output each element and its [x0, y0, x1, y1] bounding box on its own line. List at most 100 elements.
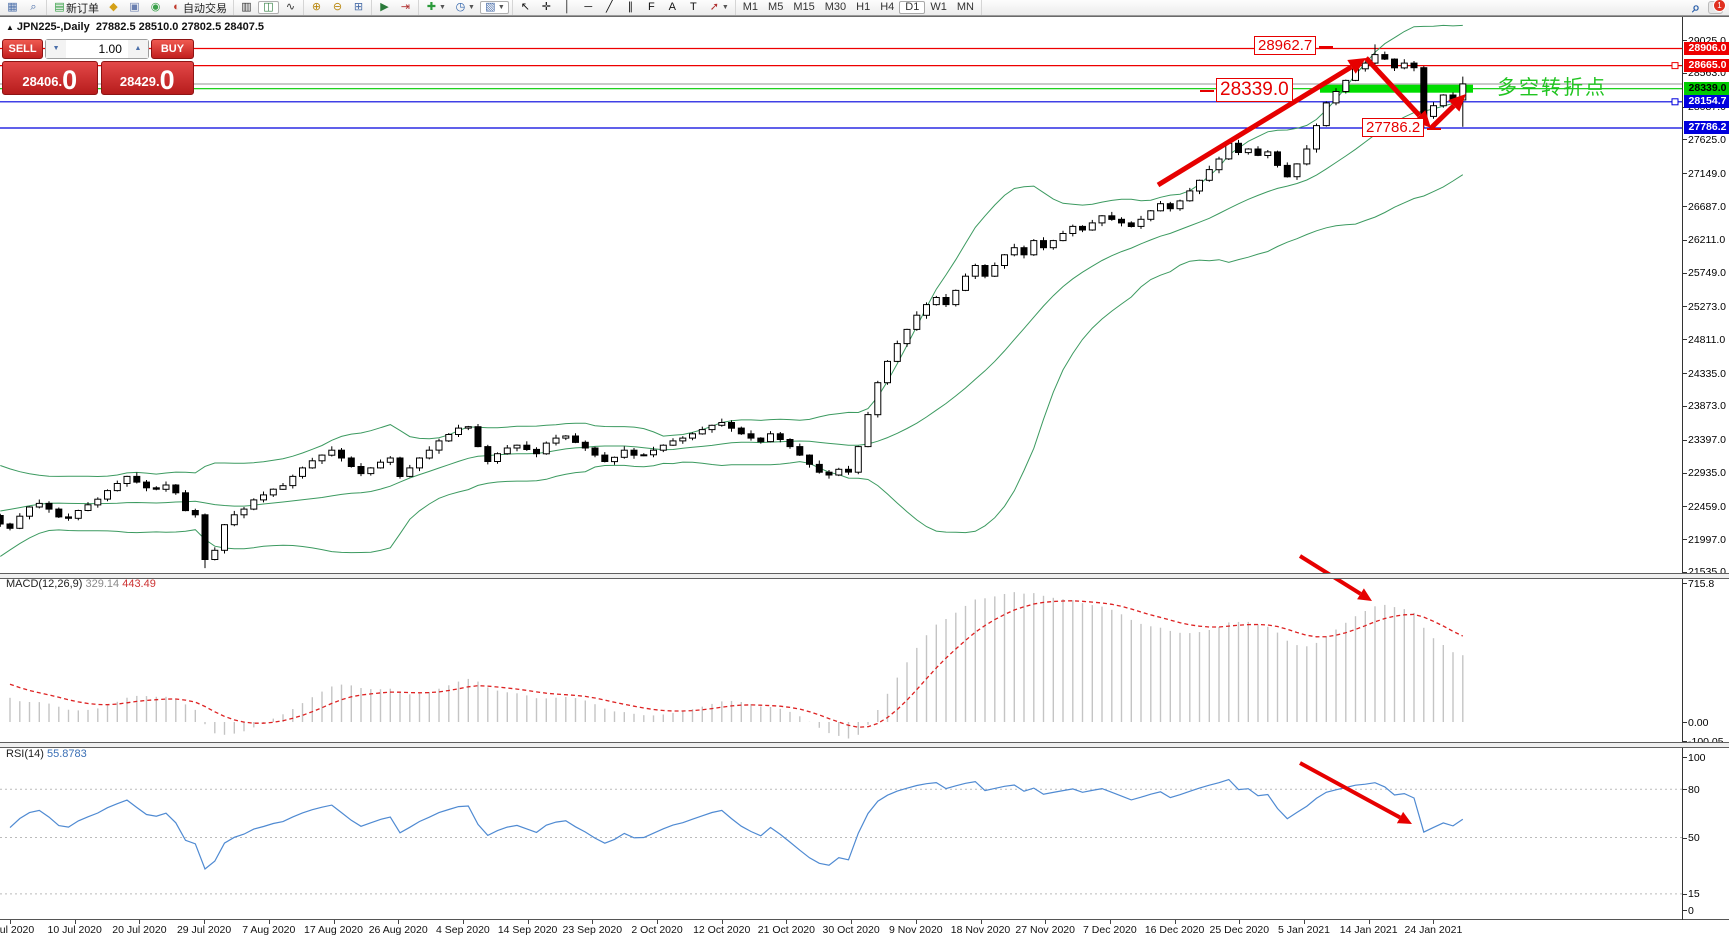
cursor-icon[interactable]: ↖	[516, 1, 535, 14]
date-tick-label: 16 Dec 2020	[1144, 924, 1205, 936]
axis-tick-mark	[1682, 405, 1687, 407]
volume-increase-button[interactable]: ▲	[127, 40, 148, 58]
signals-icon[interactable]: ◉	[146, 1, 165, 14]
candles-layer	[0, 44, 1467, 569]
crosshair-icon[interactable]: ✛	[537, 1, 556, 14]
pane-splitter-rsi[interactable]	[0, 742, 1729, 748]
timeframe-d1-button[interactable]: D1	[899, 1, 926, 14]
axis-tick-mark	[1682, 789, 1687, 791]
chart-shift-icon: ⇥	[400, 1, 411, 13]
notifications-icon[interactable]: 1	[1708, 0, 1726, 14]
timeframe-m1-button[interactable]: M1	[742, 1, 759, 13]
sell-button[interactable]: SELL	[2, 39, 44, 59]
price-annotation-label[interactable]: 27786.2	[1362, 118, 1425, 137]
autoscroll-icon[interactable]: ▶	[375, 1, 394, 14]
axis-tick-mark	[1682, 339, 1687, 341]
arrows-icon[interactable]: ➚ ▼	[705, 1, 732, 14]
timeframe-w1-button[interactable]: W1	[930, 1, 947, 13]
dropdown-caret-icon[interactable]: ▼	[721, 4, 729, 11]
timeframe-m15-button[interactable]: M15	[793, 1, 815, 13]
arrows-icon: ➚	[709, 1, 719, 13]
search-icon[interactable]: ⌕	[1692, 0, 1700, 15]
vertical-line-icon[interactable]: │	[558, 1, 577, 14]
axis-tick-mark	[1682, 239, 1687, 241]
time-axis-border	[0, 919, 1729, 920]
timeframe-mn-button[interactable]: MN	[956, 1, 974, 13]
collapse-triangle-icon[interactable]: ▲	[6, 23, 14, 32]
timeframe-h4-button[interactable]: H4	[880, 1, 895, 13]
rsi-levels	[0, 788, 1682, 895]
line-chart-icon[interactable]: ∿	[281, 1, 300, 14]
rsi-indicator-label: RSI(14) 55.8783	[6, 748, 87, 760]
zoom-in-icon[interactable]: ⊕	[307, 1, 326, 14]
bars-chart-icon[interactable]: ▥	[237, 1, 256, 14]
turning-point-annotation[interactable]: 多空转折点	[1497, 77, 1607, 99]
date-tick-label: 20 Jul 2020	[112, 924, 167, 936]
template-icon[interactable]: ▧ ▼	[479, 1, 509, 14]
search-chart-icon[interactable]: ⌕	[24, 1, 43, 14]
periods-clock-icon[interactable]: ◷ ▼	[451, 1, 478, 14]
price-level-badge: 28339.0	[1684, 82, 1729, 96]
candles-chart-icon: ◫	[263, 1, 274, 13]
signals-icon: ◉	[150, 1, 161, 13]
text-icon[interactable]: A	[663, 1, 682, 14]
date-tick-mark	[139, 920, 141, 924]
volume-decrease-button[interactable]: ▼	[46, 40, 67, 58]
chart-canvas[interactable]	[0, 16, 1683, 919]
price-level-badge: 27786.2	[1684, 121, 1729, 135]
date-tick-mark	[268, 920, 270, 924]
new-order-button[interactable]: ▤ 新订单	[50, 1, 102, 15]
price-level-badge: 28906.0	[1684, 41, 1729, 55]
date-tick-mark	[1239, 920, 1241, 924]
market-watch-icon[interactable]: ◆	[104, 1, 123, 14]
trendline-icon[interactable]: ╱	[600, 1, 619, 14]
price-level-badge: 28154.7	[1684, 95, 1729, 109]
chart-title: ▲ JPN225-,Daily 27882.5 28510.0 27802.5 2…	[6, 21, 264, 33]
rsi-tick-label: 50	[1688, 832, 1700, 844]
timeframe-m5-button[interactable]: M5	[768, 1, 784, 13]
fibonacci-icon[interactable]: F	[642, 1, 661, 14]
date-tick-mark	[1174, 920, 1176, 924]
price-tick-label: 26211.0	[1688, 234, 1726, 247]
timeframe-h1-button[interactable]: H1	[856, 1, 871, 13]
chart-window-icon: ▦	[7, 1, 18, 13]
tile-windows-icon[interactable]: ⊞	[349, 1, 368, 14]
dropdown-caret-icon[interactable]: ▼	[497, 4, 505, 11]
chart-window-icon[interactable]: ▦	[3, 1, 22, 14]
zoom-out-icon[interactable]: ⊖	[328, 1, 347, 14]
autotrading-button[interactable]: ◐ 自动交易	[167, 1, 230, 15]
date-tick-label: 27 Nov 2020	[1015, 924, 1075, 936]
annotation-tail	[1426, 127, 1441, 130]
axis-tick-mark	[1682, 206, 1687, 208]
chart-window-border	[0, 16, 1729, 17]
date-tick-label: 17 Aug 2020	[304, 924, 363, 936]
trendline-icon: ╱	[606, 1, 613, 13]
pane-splitter-macd[interactable]	[0, 573, 1729, 579]
sell-price-button[interactable]: 28406. 0	[2, 61, 98, 95]
date-tick-mark	[657, 920, 658, 924]
terminal-icon[interactable]: ▣	[125, 1, 144, 14]
timeframe-m30-button[interactable]: M30	[824, 1, 847, 13]
buy-button[interactable]: BUY	[150, 39, 194, 59]
chart-shift-icon[interactable]: ⇥	[396, 1, 415, 14]
axis-tick-mark	[1682, 722, 1687, 723]
candles-chart-icon[interactable]: ◫	[258, 1, 279, 14]
date-tick-label: 30 Oct 2020	[822, 924, 880, 936]
dropdown-caret-icon[interactable]: ▼	[439, 4, 446, 11]
dropdown-caret-icon[interactable]: ▼	[467, 4, 475, 11]
market-watch-icon: ◆	[109, 1, 118, 13]
horizontal-line-icon[interactable]: ─	[579, 1, 598, 14]
price-annotation-label[interactable]: 28339.0	[1216, 78, 1293, 102]
channel-icon[interactable]: ∥	[621, 1, 640, 14]
buy-price-button[interactable]: 28429. 0	[100, 61, 194, 95]
date-tick-label: 25 Dec 2020	[1209, 924, 1270, 936]
price-annotation-label[interactable]: 28962.7	[1254, 36, 1317, 55]
autotrading-label: 自动交易	[183, 2, 227, 15]
date-tick-mark	[721, 920, 723, 924]
volume-input[interactable]: 1.00	[98, 42, 122, 56]
price-tick-label: 25273.0	[1688, 300, 1726, 313]
label-icon[interactable]: T	[684, 1, 703, 14]
horizontal-line-icon: ─	[584, 1, 593, 13]
new-chart-icon[interactable]: ✚ ▼	[422, 1, 449, 14]
